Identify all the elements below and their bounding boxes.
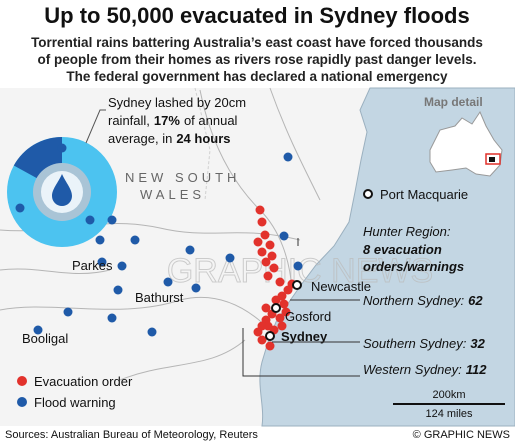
evacuation-dot: [253, 237, 263, 247]
warning-dot: [283, 152, 293, 162]
evacuation-dot: [265, 341, 275, 351]
inset-australia: [429, 110, 503, 177]
evacuation-dot: [261, 257, 271, 267]
evacuation-dot: [260, 230, 270, 240]
warning-dot: [63, 307, 73, 317]
annotation: Hunter Region:: [363, 224, 451, 239]
inset-highlight: [485, 153, 501, 165]
warning-dot: [130, 235, 140, 245]
town-label: Sydney: [281, 329, 328, 344]
evacuation-dot: [257, 217, 267, 227]
warning-dot: [225, 253, 235, 263]
legend-label: Evacuation order: [34, 374, 133, 389]
warning-dot: [113, 285, 123, 295]
annotation-name: Southern Sydney:: [363, 336, 467, 351]
callout-text: average, in: [108, 131, 172, 146]
water-drop: [52, 174, 72, 206]
evacuation-dot: [253, 327, 263, 337]
evacuation-dot: [277, 321, 287, 331]
warning-dot: [117, 261, 127, 271]
town-marker: [363, 189, 373, 199]
evacuation-dot: [271, 295, 281, 305]
warning-dot: [185, 245, 195, 255]
evacuation-dot: [255, 205, 265, 215]
town-label: Booligal: [22, 331, 68, 346]
annotation: Northern Sydney: 62: [363, 293, 483, 308]
legend-swatch: [17, 376, 27, 386]
evacuation-dot: [279, 299, 289, 309]
warning-dot: [163, 277, 173, 287]
subtitle-line: The federal government has declared a na…: [66, 69, 448, 84]
callout-text: Sydney lashed by 20cm: [108, 95, 246, 110]
callout-bold: 17%: [154, 113, 180, 128]
scale-label: 200km: [432, 389, 465, 401]
region-label: NEW SOUTH: [125, 170, 240, 185]
warning-dot: [191, 283, 201, 293]
town-marker: [265, 331, 275, 341]
evacuation-dot: [265, 240, 275, 250]
callout-text: rainfall, 17% of annual: [108, 113, 238, 128]
annotation: Western Sydney: 112: [363, 362, 487, 377]
title: Up to 50,000 evacuated in Sydney floods: [44, 3, 469, 28]
callout-text: rainfall,: [108, 113, 150, 128]
annotation-name: Western Sydney:: [363, 362, 462, 377]
annotation-count: 112: [466, 362, 487, 377]
callout-line: [85, 109, 106, 144]
evacuation-dot: [257, 335, 267, 345]
warning-dot: [57, 143, 67, 153]
inset-area: [489, 157, 495, 162]
callout-text: of annual: [184, 113, 238, 128]
annotation-count: 62: [468, 293, 483, 308]
warning-dot: [95, 235, 105, 245]
warning-dot: [279, 231, 289, 241]
warning-dot: [33, 325, 43, 335]
warning-dot: [97, 257, 107, 267]
town-label: Newcastle: [311, 279, 371, 294]
region-label: WALES: [140, 187, 205, 202]
warning-dot: [147, 327, 157, 337]
evacuation-dot: [281, 307, 291, 317]
credit: © GRAPHIC NEWS: [413, 429, 510, 441]
source: Sources: Australian Bureau of Meteorolog…: [5, 429, 258, 441]
annotation-count: 32: [470, 336, 485, 351]
state-border: [194, 87, 211, 201]
town-label: Parkes: [72, 258, 113, 273]
warning-dot: [15, 203, 25, 213]
evacuation-dot: [275, 277, 285, 287]
evacuation-dot: [269, 263, 279, 273]
annotation: Southern Sydney: 32: [363, 336, 486, 351]
subtitle-line: Torrential rains battering Australia’s e…: [31, 35, 483, 50]
dots: [15, 143, 303, 351]
annotation: orders/warnings: [363, 259, 464, 274]
warning-dot: [293, 261, 303, 271]
leader-lines: [242, 238, 360, 377]
evacuation-dot: [257, 247, 267, 257]
warning-dot: [107, 313, 117, 323]
annotation-name: Northern Sydney:: [363, 293, 465, 308]
evacuation-dot: [267, 251, 277, 261]
annotation: 8 evacuation: [363, 242, 442, 257]
town-label: Port Macquarie: [380, 187, 468, 202]
subtitle-line: of people from their homes as rivers ros…: [38, 52, 477, 67]
inset-title: Map detail: [424, 95, 483, 109]
callout-text: average, in 24 hours: [108, 131, 231, 146]
town-label: Bathurst: [135, 290, 184, 305]
town-label: Gosford: [285, 309, 331, 324]
legend-label: Flood warning: [34, 395, 116, 410]
evacuation-dot: [263, 271, 273, 281]
evacuation-dot: [275, 313, 285, 323]
legend-swatch: [17, 397, 27, 407]
warning-dot: [107, 215, 117, 225]
evacuation-dot: [261, 303, 271, 313]
town-marker: [271, 303, 281, 313]
town-marker: [292, 280, 302, 290]
warning-dot: [85, 215, 95, 225]
callout-bold: 24 hours: [176, 131, 230, 146]
scale-label: 124 miles: [425, 408, 473, 420]
